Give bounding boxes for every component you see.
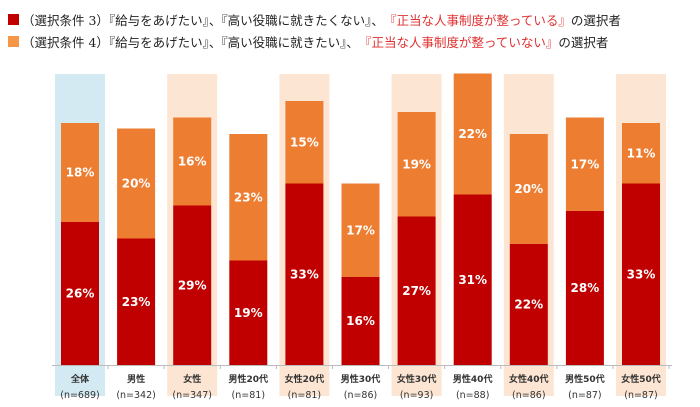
data-label: 22% [514, 298, 543, 312]
data-label: 11% [627, 146, 656, 160]
category-label: 女性40代 [509, 373, 549, 385]
bar-segment [397, 112, 436, 217]
legend-text: （選択条件 4）『給与をあげたい』、『高い役職に就きたい』、 [22, 35, 359, 50]
n-label: (n=88) [456, 390, 489, 401]
legend-swatch [8, 14, 19, 25]
bar-segment [509, 134, 548, 244]
category-label: 女性20代 [285, 373, 325, 385]
bar-segment [622, 183, 660, 365]
bar-segment [565, 211, 604, 365]
category-label: 男性20代 [229, 373, 269, 385]
bar-segment [229, 134, 268, 261]
data-label: 20% [122, 177, 151, 191]
n-label: (n=87) [568, 390, 601, 401]
data-label: 31% [458, 273, 487, 287]
bar-segment [509, 244, 548, 365]
n-label: (n=342) [116, 390, 156, 401]
legend-suffix: の選択者 [558, 35, 609, 50]
n-label: (n=86) [512, 390, 545, 401]
n-label: (n=87) [624, 390, 657, 401]
bar-segment [341, 277, 380, 365]
legend-highlight: 『正当な人事制度が整っていない』 [358, 35, 559, 50]
data-label: 18% [66, 166, 95, 180]
bar-segment [173, 205, 212, 365]
category-label: 女性50代 [621, 373, 661, 385]
n-label: (n=81) [288, 390, 321, 401]
data-label: 19% [234, 306, 263, 320]
data-label: 17% [346, 223, 375, 237]
data-label: 16% [346, 314, 375, 328]
legend-text: （選択条件 3）『給与をあげたい』、『高い役職に就きたくない』、 [22, 13, 384, 28]
n-label: (n=86) [344, 390, 377, 401]
data-label: 19% [402, 157, 431, 171]
bar-segment [61, 222, 99, 365]
legend-swatch [8, 36, 19, 47]
data-label: 28% [571, 281, 600, 295]
legend-suffix: の選択者 [570, 13, 621, 28]
legend-item-condition-3: （選択条件 3）『給与をあげたい』、『高い役職に就きたくない』、 『正当な人事制度… [8, 10, 621, 29]
bar-segment [397, 216, 436, 365]
bar-segment [229, 260, 268, 365]
n-label: (n=689) [60, 390, 100, 401]
bar-segment [565, 117, 604, 211]
bar-segment [341, 183, 380, 277]
category-label: 男性 [127, 373, 145, 385]
data-label: 29% [178, 278, 207, 292]
bar-segment [117, 238, 156, 365]
bar-segment [117, 128, 156, 239]
category-label: 女性 [183, 373, 201, 385]
n-label: (n=347) [172, 390, 212, 401]
category-label: 女性30代 [397, 373, 437, 385]
category-label: 男性40代 [453, 373, 493, 385]
bar-segment [622, 123, 660, 184]
legend-highlight: 『正当な人事制度が整っている』 [383, 13, 571, 28]
legend-item-condition-4: （選択条件 4）『給与をあげたい』、『高い役職に就きたい』、 『正当な人事制度が整… [8, 32, 608, 51]
data-label: 33% [290, 267, 319, 281]
bar-segment [453, 73, 492, 195]
data-label: 33% [627, 267, 656, 281]
n-label: (n=81) [232, 390, 265, 401]
data-label: 23% [234, 190, 263, 204]
data-label: 23% [122, 295, 151, 309]
bar-segment [285, 183, 324, 365]
bar-segment [285, 101, 324, 184]
data-label: 17% [571, 157, 600, 171]
bar-segment [173, 117, 212, 206]
data-label: 22% [458, 127, 487, 141]
bar-segment [453, 194, 492, 365]
category-label: 男性30代 [341, 373, 381, 385]
data-label: 26% [66, 287, 95, 301]
data-label: 16% [178, 155, 207, 169]
data-label: 27% [402, 284, 431, 298]
data-label: 20% [514, 182, 543, 196]
bar-segment [61, 123, 99, 222]
category-label: 男性50代 [565, 373, 605, 385]
category-label: 全体 [70, 373, 90, 385]
data-label: 15% [290, 135, 319, 149]
n-label: (n=93) [400, 390, 433, 401]
